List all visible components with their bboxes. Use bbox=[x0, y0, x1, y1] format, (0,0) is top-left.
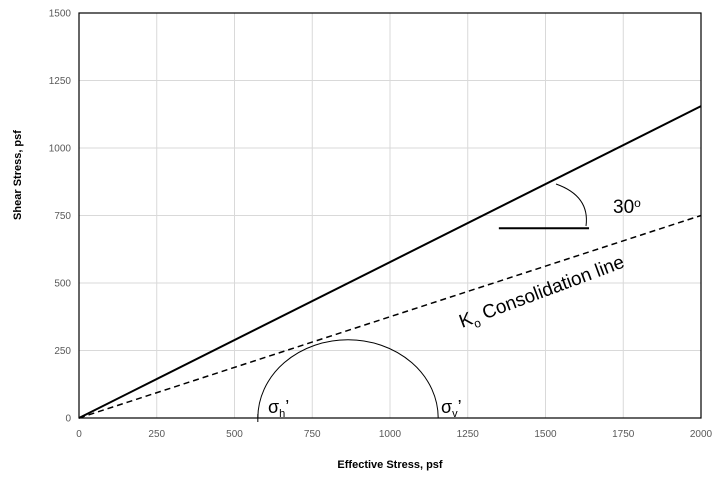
x-tick-label: 2000 bbox=[690, 429, 713, 440]
y-tick-label: 1500 bbox=[49, 9, 72, 20]
annotations: 30o Ko Consolidation line σh’ σv’ bbox=[257, 183, 641, 422]
y-tick-label: 1000 bbox=[49, 144, 72, 155]
series-lines bbox=[78, 105, 702, 419]
y-tick-labels: 0 250 500 750 1000 1250 1500 bbox=[49, 9, 72, 425]
x-tick-label: 750 bbox=[304, 429, 321, 440]
gridlines bbox=[78, 12, 702, 419]
y-tick-label: 0 bbox=[65, 414, 71, 425]
y-tick-label: 250 bbox=[54, 346, 71, 357]
x-tick-labels: 0 250 500 750 1000 1250 1500 1750 2000 bbox=[76, 429, 712, 440]
ko-consolidation-line bbox=[78, 214, 702, 419]
y-tick-label: 1250 bbox=[49, 76, 72, 87]
y-tick-label: 750 bbox=[54, 211, 71, 222]
sigma-v-label: σv’ bbox=[441, 397, 462, 420]
x-tick-label: 1250 bbox=[457, 429, 480, 440]
x-axis-title: Effective Stress, psf bbox=[337, 459, 442, 471]
angle-arc bbox=[555, 183, 587, 227]
plot-area-border bbox=[78, 12, 702, 419]
mohr-circle bbox=[257, 339, 439, 419]
x-tick-label: 1500 bbox=[534, 429, 557, 440]
failure-envelope-line bbox=[78, 105, 702, 419]
consolidation-line-label: Ko Consolidation line bbox=[456, 252, 628, 336]
y-tick-label: 500 bbox=[54, 279, 71, 290]
angle-label: 30o bbox=[613, 196, 641, 218]
y-axis-title: Shear Stress, psf bbox=[12, 130, 24, 220]
x-tick-label: 1750 bbox=[612, 429, 635, 440]
x-tick-label: 500 bbox=[226, 429, 243, 440]
x-tick-label: 0 bbox=[76, 429, 82, 440]
x-tick-label: 1000 bbox=[379, 429, 402, 440]
sigma-h-label: σh’ bbox=[268, 397, 289, 420]
x-tick-label: 250 bbox=[148, 429, 165, 440]
